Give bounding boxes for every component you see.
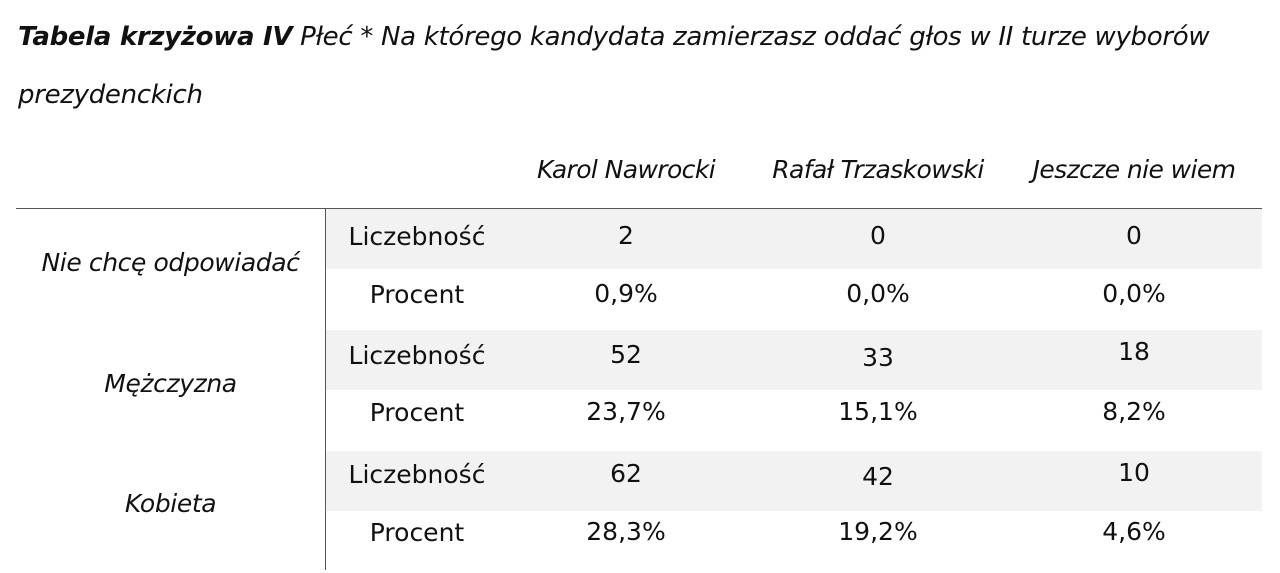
table-cell: 0,0% xyxy=(846,279,910,308)
table-caption-title: Tabela krzyżowa IV xyxy=(18,22,293,52)
table-cell: 10 xyxy=(1118,458,1150,487)
row-label-percent: Procent xyxy=(369,280,465,309)
table-cell: 15,1% xyxy=(838,397,918,426)
group-label-nie-chce: Nie chcę odpowiadać xyxy=(41,248,300,277)
row-label-percent: Procent xyxy=(369,398,465,427)
group-label-mezczyzna: Mężczyzna xyxy=(104,369,237,398)
row-label-percent: Procent xyxy=(369,518,465,547)
table-cell: 33 xyxy=(862,343,894,372)
column-header-nawrocki: Karol Nawrocki xyxy=(536,155,716,184)
row-label-count: Liczebność xyxy=(348,460,486,489)
row-band xyxy=(326,451,1262,511)
table-cell: 0 xyxy=(1126,221,1142,250)
group-label-kobieta: Kobieta xyxy=(124,489,217,518)
table-cell: 0,9% xyxy=(594,279,658,308)
table-vertical-rule xyxy=(325,208,326,570)
table-cell: 0,0% xyxy=(1102,279,1166,308)
table-cell: 18 xyxy=(1118,337,1150,366)
table-caption-text: Płeć * Na którego kandydata zamierzasz o… xyxy=(18,22,1210,110)
table-cell: 8,2% xyxy=(1102,397,1166,426)
table-cell: 28,3% xyxy=(586,517,666,546)
table-caption: Tabela krzyżowa IV Płeć * Na którego kan… xyxy=(18,8,1258,124)
row-label-count: Liczebność xyxy=(348,222,486,251)
row-label-count: Liczebność xyxy=(348,341,486,370)
table-cell: 2 xyxy=(618,221,634,250)
table-cell: 0 xyxy=(870,221,886,250)
column-header-trzaskowski: Rafał Trzaskowski xyxy=(772,155,984,184)
table-top-rule xyxy=(16,208,1262,209)
table-cell: 23,7% xyxy=(586,397,666,426)
row-band xyxy=(326,330,1262,390)
table-cell: 42 xyxy=(862,462,894,491)
table-cell: 19,2% xyxy=(838,517,918,546)
column-header-nie-wiem: Jeszcze nie wiem xyxy=(1032,155,1236,184)
table-cell: 4,6% xyxy=(1102,517,1166,546)
row-band xyxy=(326,209,1262,269)
table-cell: 52 xyxy=(610,340,642,369)
table-cell: 62 xyxy=(610,459,642,488)
